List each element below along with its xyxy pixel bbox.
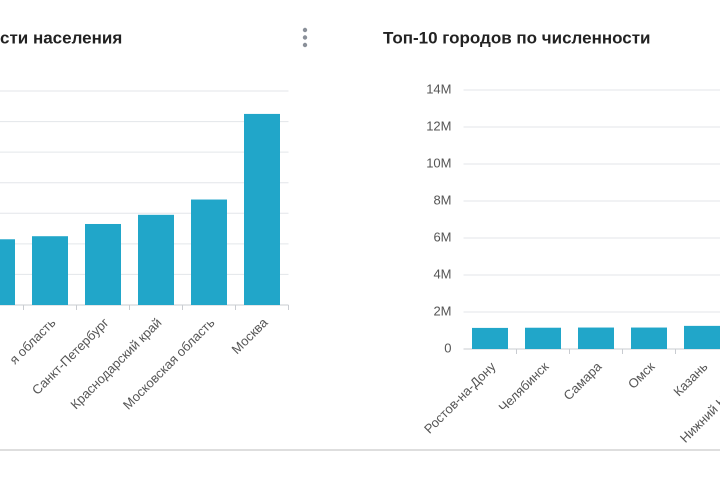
x-tick-label: Ростов-на-Дону: [421, 359, 499, 437]
bar: [631, 327, 667, 349]
y-tick-label: 14M: [426, 81, 451, 96]
bar: [244, 113, 280, 305]
x-tick-label: Казань: [670, 359, 710, 399]
x-tick-label: Московская область: [120, 315, 218, 413]
bar: [32, 236, 68, 305]
x-tick-label: Краснодарский край: [67, 315, 164, 412]
bar: [191, 199, 227, 305]
bar: [0, 239, 15, 305]
bar: [138, 214, 174, 305]
y-tick-label: 12M: [426, 118, 451, 133]
bar: [472, 327, 508, 349]
y-tick-label: 10M: [426, 155, 451, 170]
x-tick-label: Челябинск: [496, 359, 552, 415]
x-tick-label: Омск: [625, 359, 658, 392]
bar: [684, 325, 720, 349]
y-tick-label: 8M: [433, 192, 451, 207]
bar: [525, 327, 561, 349]
x-tick-label: Самара: [560, 358, 605, 403]
dot: [302, 27, 308, 33]
y-tick-label: 4M: [433, 266, 451, 281]
x-tick-label: Москва: [229, 314, 272, 357]
x-tick-label: я область: [6, 315, 58, 367]
chart-title: сти населения: [0, 28, 122, 47]
y-tick-label: 2M: [433, 303, 451, 318]
chart-panel: Топ-10 городов по численности: [383, 28, 651, 47]
y-tick-label: 0: [444, 340, 451, 355]
chart-panel: сти населения: [0, 28, 122, 47]
menu-icon[interactable]: [302, 27, 308, 48]
dot: [302, 35, 308, 40]
y-tick-label: 6M: [433, 229, 451, 244]
bar: [578, 327, 614, 349]
chart-title: Топ-10 городов по численности: [383, 28, 651, 47]
dot: [302, 42, 308, 48]
bar: [85, 223, 121, 305]
